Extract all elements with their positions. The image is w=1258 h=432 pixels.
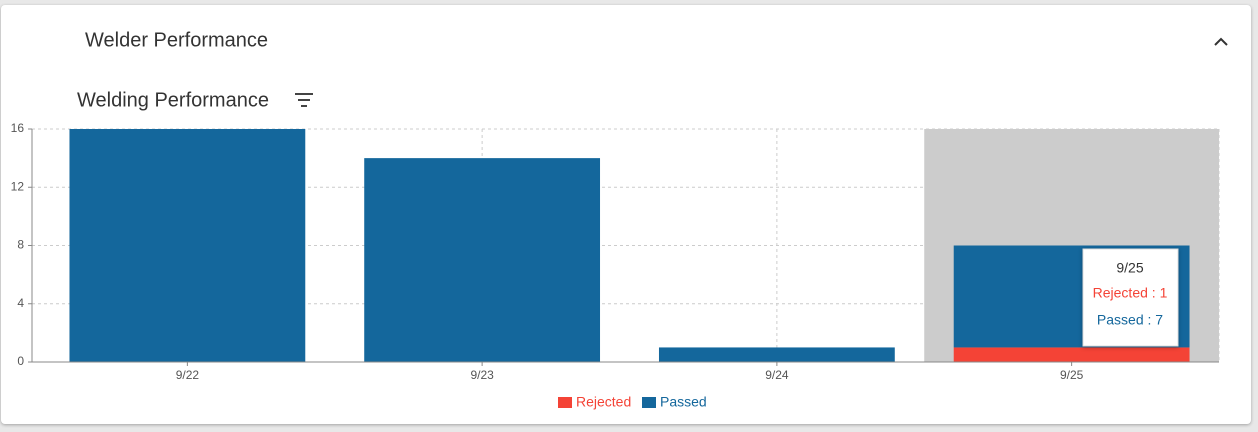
bar-segment	[658, 347, 895, 362]
chart-title: Welding Performance	[77, 89, 269, 111]
y-tick-label: 8	[17, 238, 24, 252]
y-tick-label: 0	[17, 354, 24, 368]
bar-segment	[364, 158, 601, 362]
y-tick-label: 16	[11, 121, 25, 135]
bar-segment	[69, 129, 306, 362]
legend-label: Rejected	[576, 394, 631, 410]
bar-segment	[953, 347, 1190, 362]
tooltip-line: Rejected : 1	[1093, 285, 1168, 301]
legend-swatch	[558, 397, 572, 408]
tooltip-box	[1082, 248, 1179, 347]
filter-icon[interactable]	[295, 93, 313, 107]
x-tick-label: 9/24	[765, 368, 789, 382]
tooltip-title: 9/25	[1116, 260, 1143, 276]
x-tick-label: 9/22	[176, 368, 200, 382]
y-tick-label: 4	[17, 296, 24, 310]
collapse-icon[interactable]	[1214, 37, 1228, 46]
x-tick-label: 9/23	[470, 368, 494, 382]
y-tick-label: 12	[11, 179, 25, 193]
legend-label: Passed	[660, 394, 707, 410]
legend-swatch	[642, 397, 656, 408]
x-tick-label: 9/25	[1060, 368, 1084, 382]
tooltip-line: Passed : 7	[1097, 312, 1163, 328]
panel-title: Welder Performance	[85, 29, 268, 51]
